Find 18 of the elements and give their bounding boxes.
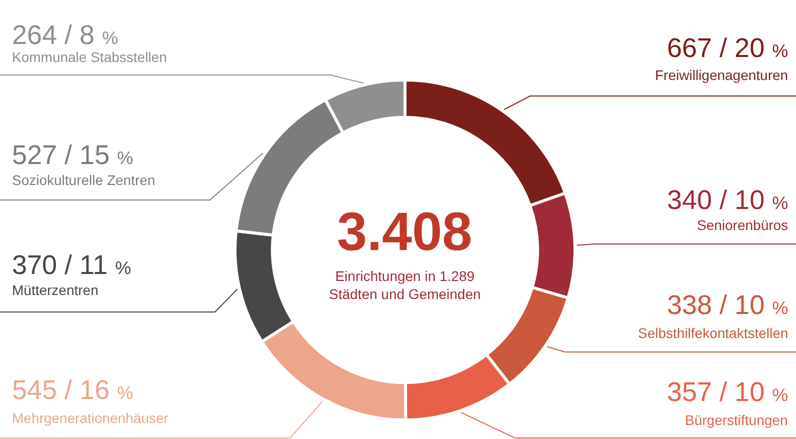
slice-label: Mütterzentren xyxy=(12,282,98,298)
data-label: 264 / 8 % xyxy=(12,20,118,50)
slice-label: Seniorenbüros xyxy=(697,217,788,233)
data-label: 357 / 10 % xyxy=(667,377,788,407)
data-label: 667 / 20 % xyxy=(667,33,788,63)
data-label: 338 / 10 % xyxy=(667,290,788,320)
slice-label: Bürgerstiftungen xyxy=(685,412,788,428)
text: 3.408 xyxy=(337,202,472,262)
slice-label: Kommunale Stabsstellen xyxy=(12,49,167,65)
text: Einrichtungen in 1.289 Städten und Gemeinden xyxy=(329,268,481,302)
slice-label: Selbsthilfekontaktstellen xyxy=(638,325,788,341)
data-label: 370 / 11 % xyxy=(12,250,132,280)
slice-label: Soziokulturelle Zentren xyxy=(12,172,156,188)
data-label: 340 / 10 % xyxy=(667,185,788,215)
slice-label: Freiwilligenagenturen xyxy=(655,67,788,83)
data-label: 545 / 16 % xyxy=(12,375,134,405)
data-label: 527 / 15 % xyxy=(12,140,134,170)
slice-label: Mehrgenerationenhäuser xyxy=(12,410,169,426)
